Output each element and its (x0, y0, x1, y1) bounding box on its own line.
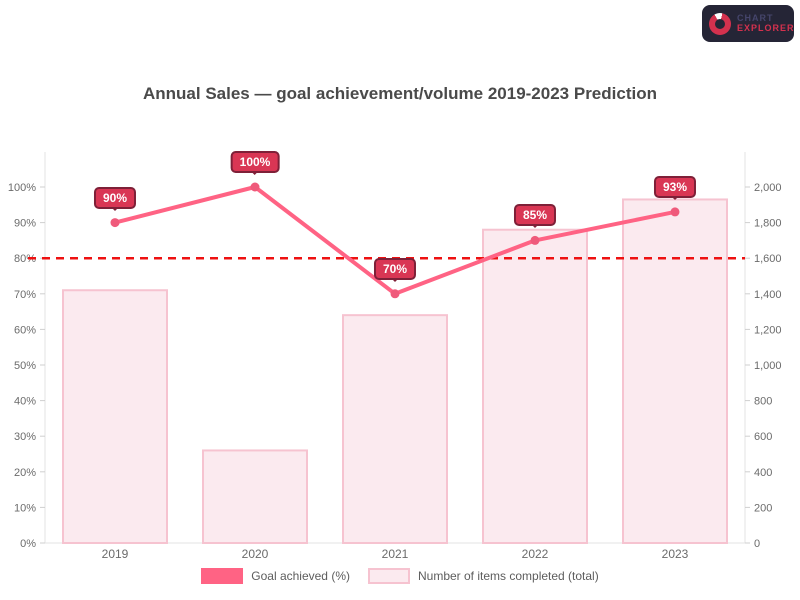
right-axis-tick-label: 1,000 (754, 360, 782, 372)
right-axis-tick-label: 400 (754, 467, 772, 479)
left-axis-tick-label: 100% (8, 182, 36, 194)
brand-logo: CHART EXPLORER (702, 5, 794, 42)
left-axis-tick-label: 10% (14, 502, 36, 514)
donut-chart-icon (709, 12, 731, 35)
brand-name-line2: EXPLORER (737, 22, 795, 33)
right-axis-tick-label: 1,200 (754, 324, 782, 336)
right-axis-tick-label: 800 (754, 396, 772, 408)
legend-swatch-bar (367, 568, 410, 584)
x-axis-category-label: 2022 (522, 547, 549, 561)
chart-title: Annual Sales — goal achievement/volume 2… (143, 84, 657, 103)
left-axis-tick-label: 30% (14, 431, 36, 443)
left-axis-tick-label: 80% (14, 253, 36, 265)
right-axis-tick-label: 2,000 (754, 182, 782, 194)
bar-2020 (202, 449, 308, 544)
x-axis-category-label: 2021 (382, 547, 409, 561)
legend-label-goal-line: Goal achieved (%) (251, 569, 350, 583)
left-axis-tick-label: 60% (14, 324, 36, 336)
left-axis-tick-label: 40% (14, 396, 36, 408)
goal-line-point-2019 (110, 218, 120, 228)
brand-name-line1: CHART (737, 12, 774, 23)
x-axis-category-label: 2023 (662, 547, 689, 561)
bar-2021 (342, 314, 448, 544)
legend-swatch-line (201, 568, 244, 584)
right-axis-tick-label: 1,600 (754, 253, 782, 265)
goal-line-point-2021 (390, 289, 400, 299)
left-axis-tick-label: 70% (14, 289, 36, 301)
x-axis-category-label: 2019 (102, 547, 129, 561)
right-axis-tick-label: 1,400 (754, 289, 782, 301)
right-axis-tick-label: 600 (754, 431, 772, 443)
bar-2023 (622, 198, 728, 545)
left-axis-tick-label: 0% (20, 538, 36, 550)
right-axis-tick-label: 1,800 (754, 218, 782, 230)
right-axis-tick-label: 200 (754, 502, 772, 514)
legend-label-items-bar: Number of items completed (total) (417, 569, 599, 583)
left-axis-tick-label: 90% (14, 218, 36, 230)
bar-2022 (482, 228, 588, 544)
bar-2019 (62, 289, 168, 544)
chart-legend: Goal achieved (%) Number of items comple… (0, 568, 800, 584)
left-axis-tick-label: 50% (14, 360, 36, 372)
goal-line-point-2022 (530, 235, 540, 245)
goal-line-point-2020 (250, 182, 260, 192)
right-axis-tick-label: 0 (754, 538, 760, 550)
left-axis-tick-label: 20% (14, 467, 36, 479)
x-axis-category-label: 2020 (242, 547, 269, 561)
legend-item-items-bar[interactable]: Number of items completed (total) (367, 568, 599, 584)
goal-line-point-2023 (670, 207, 680, 217)
goal-line-series (113, 185, 677, 296)
legend-item-goal-line[interactable]: Goal achieved (%) (201, 568, 350, 584)
brand-logo-text: CHART EXPLORER (737, 12, 795, 34)
